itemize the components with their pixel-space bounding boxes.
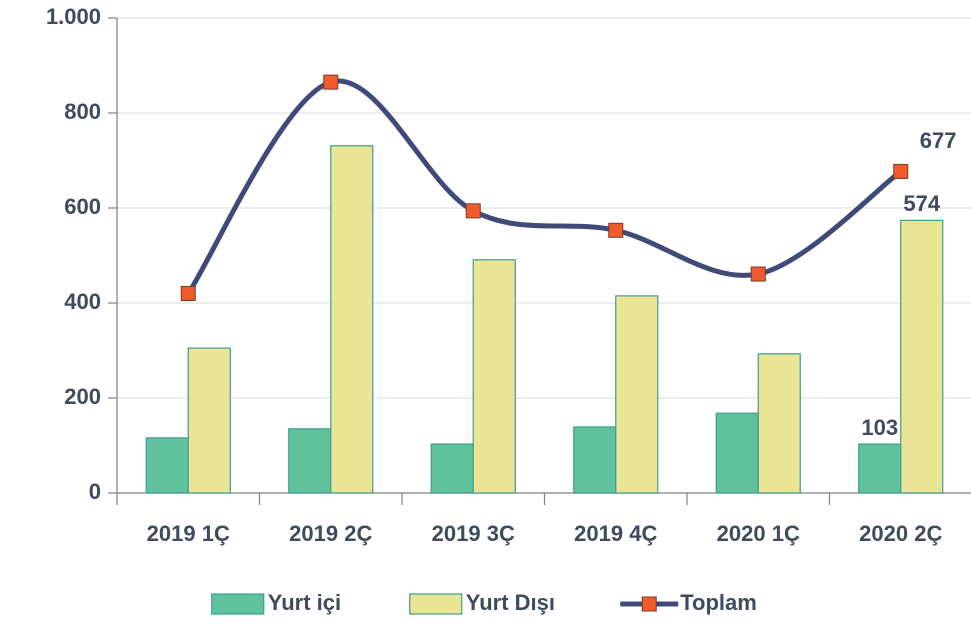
bar xyxy=(715,412,759,494)
line xyxy=(186,78,903,295)
data-label: 574 xyxy=(903,191,940,216)
bar xyxy=(472,259,516,494)
x-tick-label: 2019 4Ç xyxy=(574,521,657,546)
bar xyxy=(757,353,801,494)
marker xyxy=(465,203,481,219)
bar xyxy=(615,295,659,494)
bar xyxy=(900,219,944,494)
data-label: 677 xyxy=(920,128,957,153)
bar xyxy=(145,437,189,494)
legend-label: Yurt içi xyxy=(268,590,341,615)
legend-swatch xyxy=(409,593,463,615)
bar xyxy=(573,426,617,494)
x-tick-label: 2019 3Ç xyxy=(432,521,515,546)
legend-label: Toplam xyxy=(680,590,757,615)
marker xyxy=(180,286,196,301)
data-label: 103 xyxy=(861,415,898,440)
x-tick-label: 2020 1Ç xyxy=(717,521,800,546)
legend-label: Yurt Dışı xyxy=(466,590,555,615)
legend-swatch xyxy=(211,593,265,615)
x-tick-label: 2019 1Ç xyxy=(147,521,230,546)
y-tick-label: 400 xyxy=(64,289,101,314)
marker xyxy=(323,74,339,90)
y-tick-label: 0 xyxy=(89,479,101,504)
y-tick-label: 200 xyxy=(64,384,101,409)
bar xyxy=(187,347,231,494)
bar xyxy=(858,443,902,494)
bar xyxy=(330,145,374,494)
x-tick-label: 2020 2Ç xyxy=(859,521,942,546)
marker xyxy=(893,163,909,179)
legend-swatch xyxy=(641,596,657,612)
bar xyxy=(288,428,332,494)
marker xyxy=(750,266,766,282)
y-tick-label: 800 xyxy=(64,99,101,124)
y-tick-label: 600 xyxy=(64,194,101,219)
bar xyxy=(430,443,474,494)
y-tick-label: 1.000 xyxy=(46,4,101,29)
marker xyxy=(608,222,624,238)
x-tick-label: 2019 2Ç xyxy=(289,521,372,546)
